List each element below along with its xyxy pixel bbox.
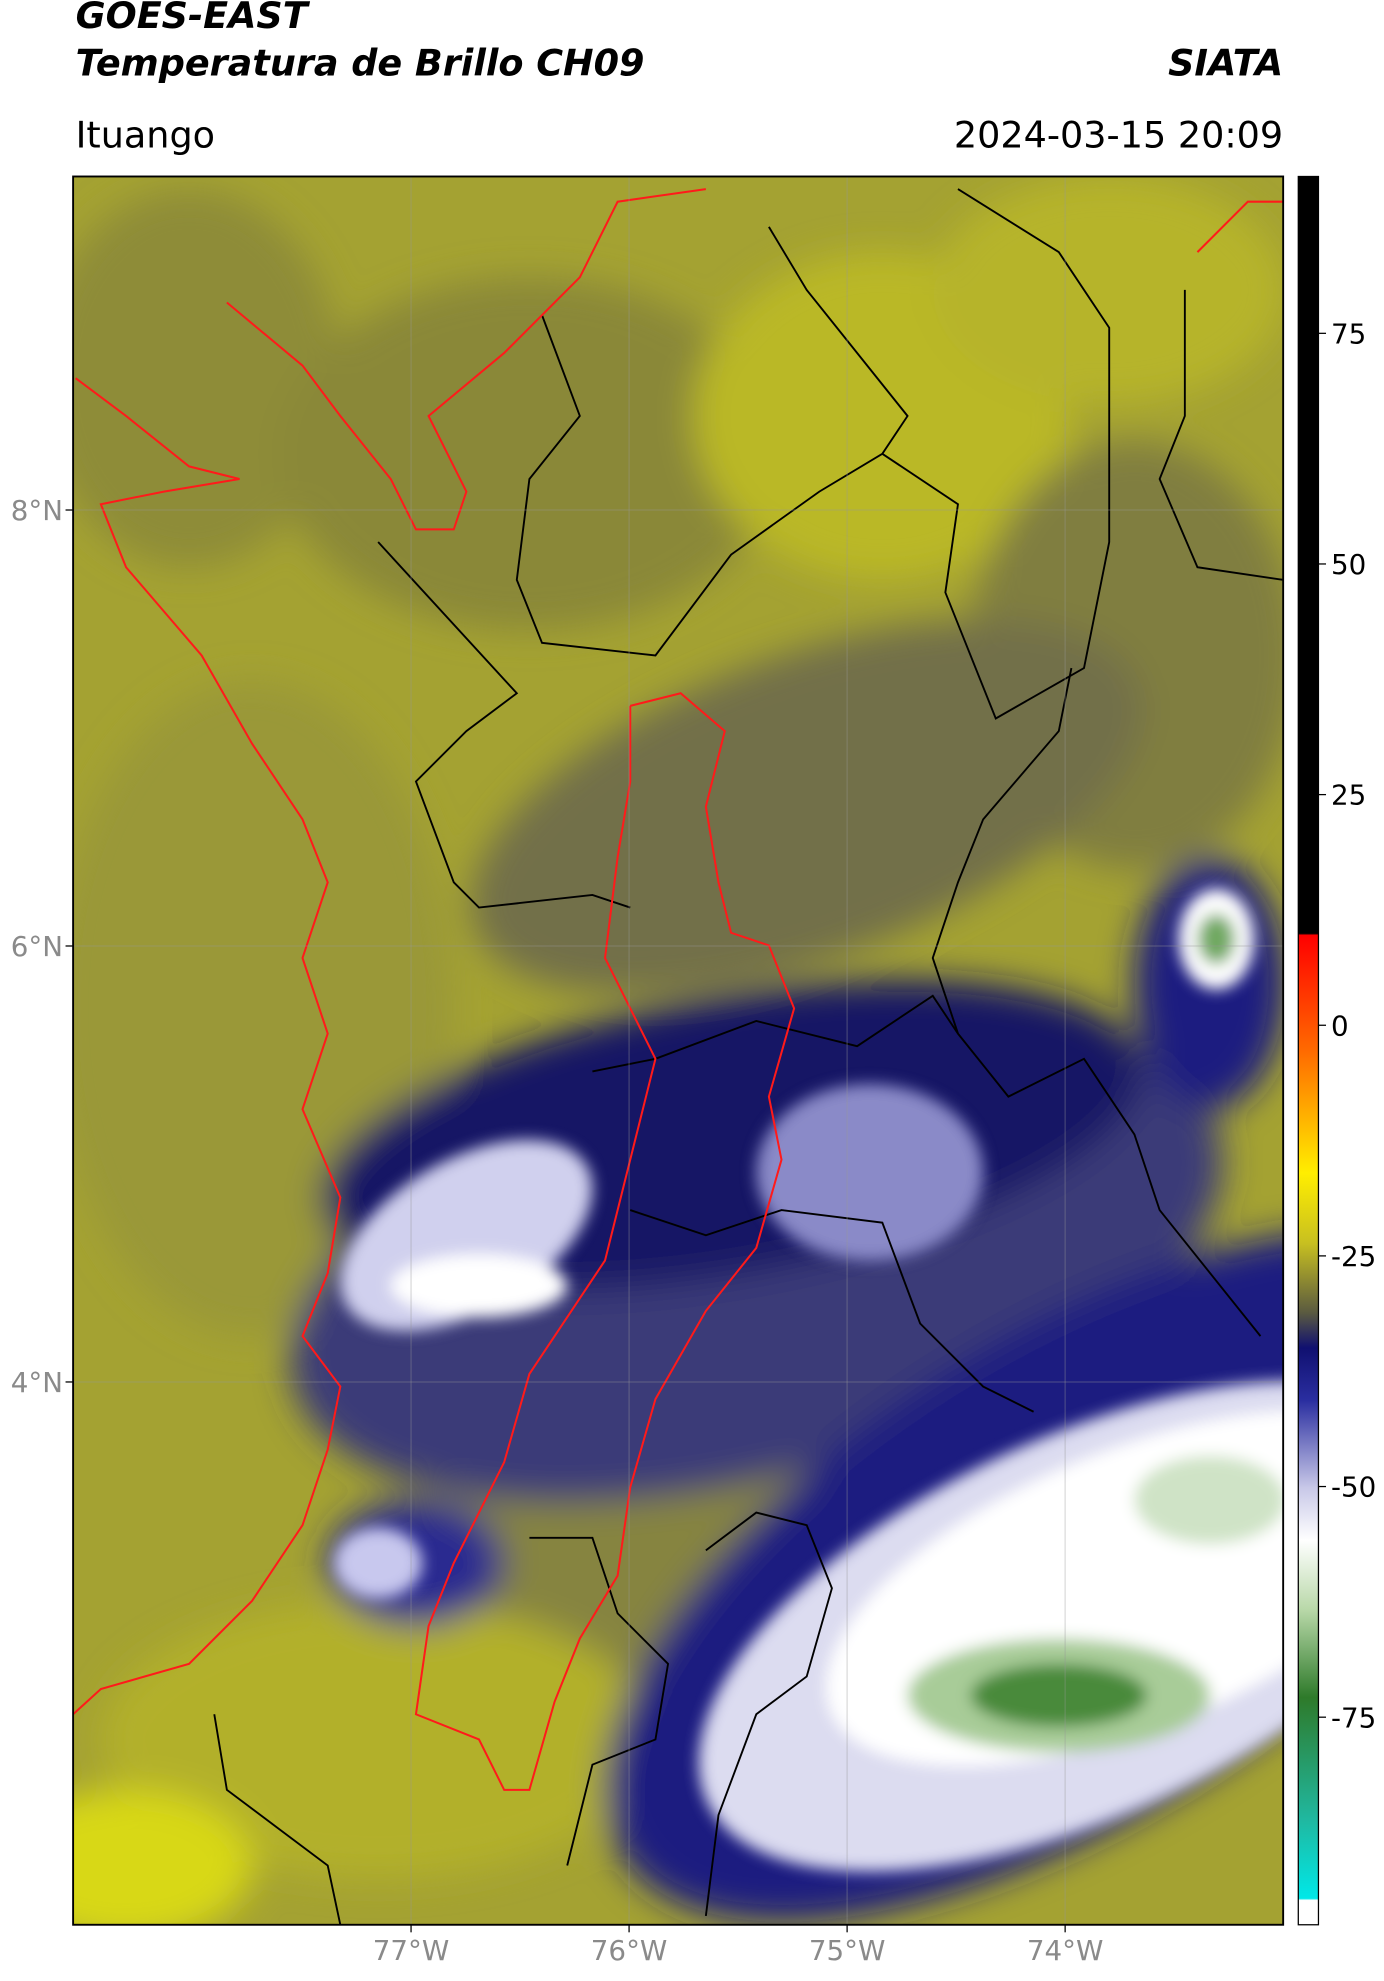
lat-tick-label: 6°N — [11, 930, 63, 963]
subtitle: Temperatura de Brillo CH09 — [76, 42, 645, 85]
lon-tick-label: 76°W — [591, 1934, 668, 1967]
colorbar — [1297, 175, 1320, 1926]
brand: SIATA — [1168, 42, 1283, 85]
colorbar-tick-label: 50 — [1331, 548, 1366, 581]
title: GOES-EAST — [76, 0, 311, 37]
lon-tick-label: 77°W — [373, 1934, 450, 1967]
borders — [213, 188, 1284, 1925]
datetime: 2024-03-15 20:09 — [954, 113, 1283, 156]
region-outline — [73, 188, 1284, 1791]
colorbar-tick-label: 25 — [1331, 779, 1366, 812]
colorbar-tick-label: -25 — [1331, 1240, 1376, 1273]
map-frame — [72, 175, 1285, 1926]
colorbar-tick-label: 75 — [1331, 317, 1366, 350]
satellite-image — [73, 176, 1284, 1925]
graticule — [73, 176, 1284, 1925]
map-ticks: 77°W 76°W 75°W 74°W 8°N 6°N 4°N — [11, 494, 1104, 1967]
lat-tick-label: 8°N — [11, 494, 63, 527]
lon-tick-label: 75°W — [809, 1934, 886, 1967]
colorbar-tick-label: 0 — [1331, 1009, 1349, 1042]
lat-tick-label: 4°N — [11, 1366, 63, 1399]
colorbar-ticks: 75 50 25 0 -25 -50 -75 — [1318, 317, 1376, 1734]
lon-tick-label: 74°W — [1027, 1934, 1104, 1967]
location: Ituango — [76, 113, 215, 156]
colorbar-tick-label: -50 — [1331, 1471, 1376, 1504]
colorbar-tick-label: -75 — [1331, 1701, 1376, 1734]
